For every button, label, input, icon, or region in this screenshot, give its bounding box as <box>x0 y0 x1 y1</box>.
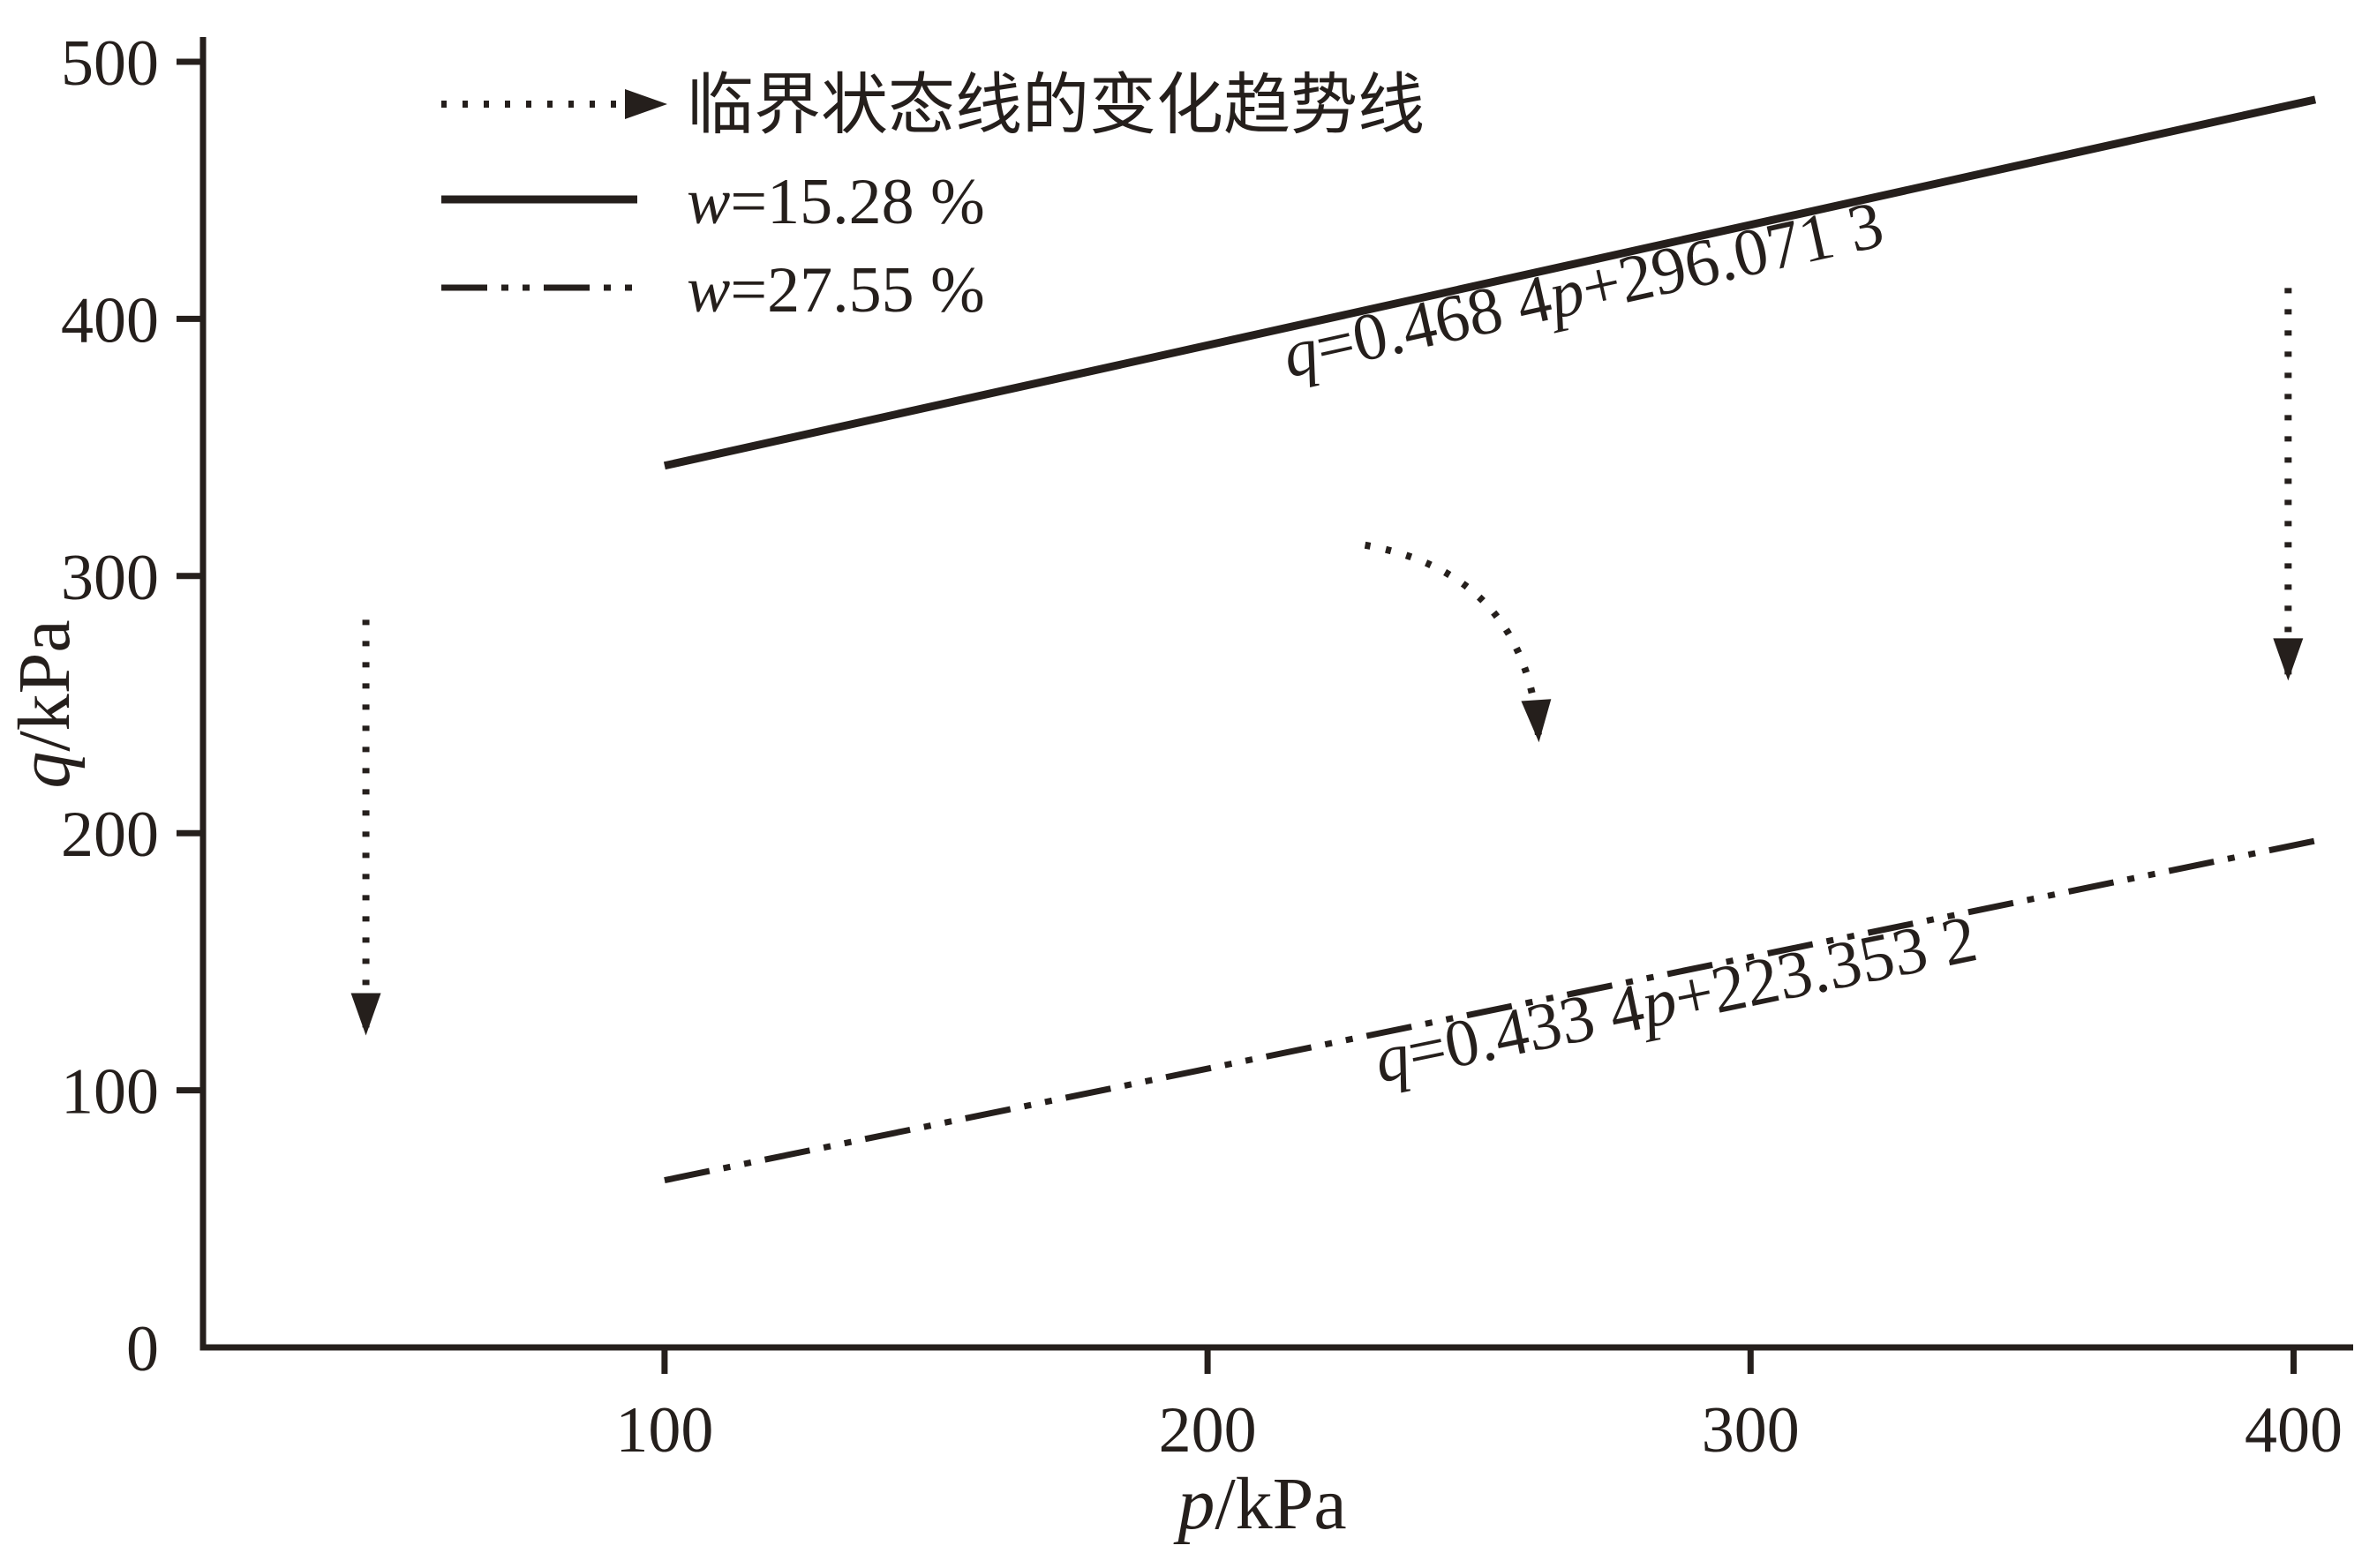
tick-labels: 100 200 300 400 0 100 200 300 400 500 <box>61 27 2343 1467</box>
y-tick-label-0: 0 <box>126 1313 159 1385</box>
trend-arrow-1 <box>350 619 381 1036</box>
y-tick-label-300: 300 <box>61 542 159 614</box>
trend-arrow-3 <box>2273 288 2304 681</box>
legend-label-3: w=27.55 % <box>687 254 985 326</box>
y-tick-label-100: 100 <box>61 1056 159 1129</box>
legend-arrowhead <box>625 89 667 119</box>
y-tick-label-200: 200 <box>61 799 159 871</box>
x-tick-label-100: 100 <box>615 1394 713 1467</box>
legend: 临界状态线的变化趋势线 w=15.28 % w=27.55 % <box>441 69 1425 326</box>
x-tick-label-400: 400 <box>2245 1394 2343 1467</box>
trend-arrowhead <box>1521 699 1552 743</box>
trend-arrowhead <box>2273 638 2304 681</box>
series-line-2 <box>664 837 2316 1184</box>
equation-label-1: q=0.468 4p+296.071 3 <box>1276 187 1890 392</box>
y-tick-label-400: 400 <box>61 284 159 356</box>
legend-label-1: 临界状态线的变化趋势线 <box>687 69 1425 143</box>
y-tick-label-500: 500 <box>61 27 159 100</box>
legend-row-2: w=15.28 % <box>441 166 985 238</box>
legend-label-2: w=15.28 % <box>687 166 985 238</box>
x-tick-label-200: 200 <box>1159 1394 1257 1467</box>
axis-titles: p/kPa q/kPa <box>4 619 1347 1545</box>
legend-row-3: w=27.55 % <box>441 254 985 326</box>
x-axis-title: p/kPa <box>1173 1463 1346 1545</box>
legend-row-1: 临界状态线的变化趋势线 <box>441 69 1425 143</box>
trend-arrowhead <box>350 993 381 1036</box>
y-axis-title: q/kPa <box>4 619 86 788</box>
series-line-1 <box>663 95 2317 470</box>
trend-arrow-curve <box>1364 541 1543 741</box>
axes <box>177 37 2353 1374</box>
x-tick-label-300: 300 <box>1702 1394 1800 1467</box>
trend-arrow-2 <box>1364 541 1552 743</box>
equation-label-2: q=0.433 4p+223.353 2 <box>1368 901 1982 1097</box>
